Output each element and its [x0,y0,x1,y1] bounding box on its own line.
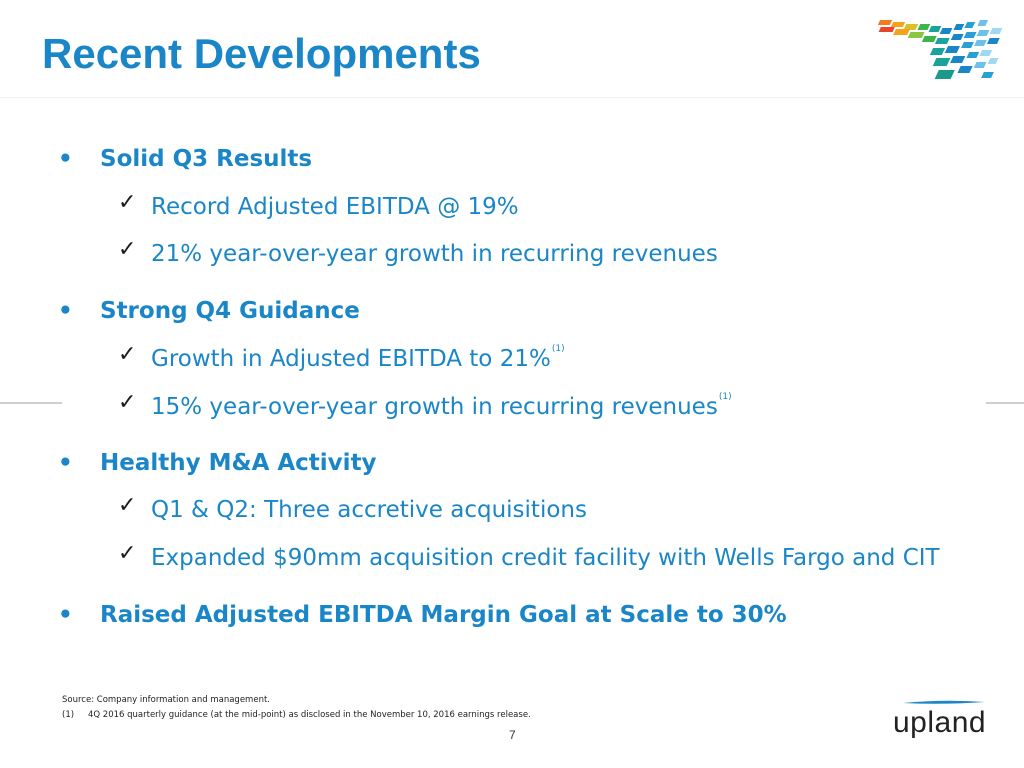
sub-item-text: 15% year-over-year growth in recurring r… [151,392,732,420]
right-accent-line [986,402,1024,404]
footnote-text: 4Q 2016 quarterly guidance (at the mid-p… [88,710,531,720]
checkmark-icon: ✓ [118,342,137,367]
footnotes: Source: Company information and manageme… [62,693,531,723]
bullet-marker: • [58,146,73,172]
sub-item-text: Growth in Adjusted EBITDA to 21%(1) [151,344,565,372]
upland-wordmark: upland [893,698,993,748]
sub-item-text: 21% year-over-year growth in recurring r… [151,241,718,267]
sub-item-text: Record Adjusted EBITDA @ 19% [151,194,519,220]
bullet-heading: Strong Q4 Guidance [100,298,360,324]
left-accent-line [0,402,62,404]
bullet-heading: Healthy M&A Activity [100,450,377,476]
header-divider [0,97,1024,98]
bullet-marker: • [58,450,73,476]
checkmark-icon: ✓ [118,493,137,518]
page-title: Recent Developments [42,30,481,77]
sub-item-text: Expanded $90mm acquisition credit facili… [151,545,940,571]
source-note: Source: Company information and manageme… [62,695,270,705]
brand-name: upland [893,706,987,739]
footnote: (1) 4Q 2016 quarterly guidance (at the mi… [62,708,531,723]
footnote-ref: (1) [718,392,732,402]
bullet-marker: • [58,602,73,628]
page-number: 7 [509,728,516,742]
checkmark-icon: ✓ [118,541,137,566]
bullet-marker: • [58,298,73,324]
swoosh-icon [903,700,985,704]
footnote-ref: (1) [551,344,565,354]
checkmark-icon: ✓ [118,390,137,415]
checkmark-icon: ✓ [118,237,137,262]
sub-item-text: Q1 & Q2: Three accretive acquisitions [151,497,587,523]
checkmark-icon: ✓ [118,190,137,215]
upland-mosaic-logo-icon [877,20,1003,79]
bullet-heading: Solid Q3 Results [100,146,313,172]
bullet-heading: Raised Adjusted EBITDA Margin Goal at Sc… [100,602,787,628]
footnote-number: (1) [62,710,75,720]
